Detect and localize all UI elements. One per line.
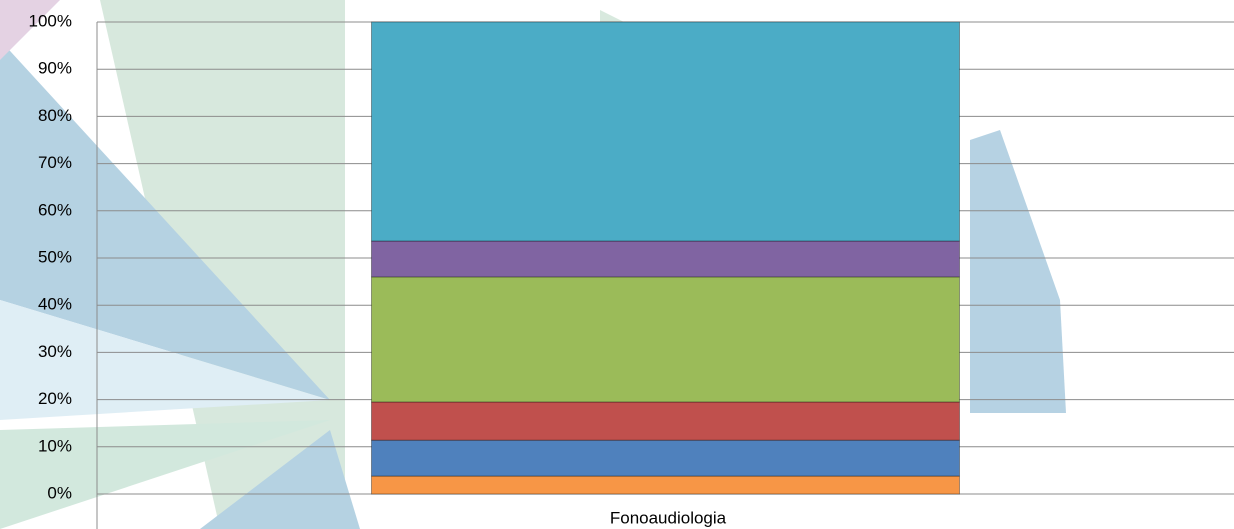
y-tick-label: 10% — [38, 436, 72, 455]
y-tick-label: 100% — [29, 11, 72, 30]
bar-segment — [371, 439, 960, 477]
y-tick-label: 70% — [38, 153, 72, 172]
y-tick-label: 60% — [38, 200, 72, 219]
y-tick-label: 30% — [38, 342, 72, 361]
y-tick-label: 80% — [38, 106, 72, 125]
bar-segment — [371, 276, 960, 403]
y-tick-label: 40% — [38, 295, 72, 314]
y-tick-label: 90% — [38, 59, 72, 78]
bar-segment — [371, 475, 960, 495]
bar-segment — [371, 21, 960, 242]
y-tick-label: 50% — [38, 247, 72, 266]
background-decoration — [0, 0, 1066, 529]
bar-segment — [371, 401, 960, 441]
bar-segment — [371, 240, 960, 278]
y-tick-label: 20% — [38, 389, 72, 408]
y-tick-label: 0% — [47, 483, 72, 502]
x-tick-label: Fonoaudiologia — [610, 508, 727, 527]
